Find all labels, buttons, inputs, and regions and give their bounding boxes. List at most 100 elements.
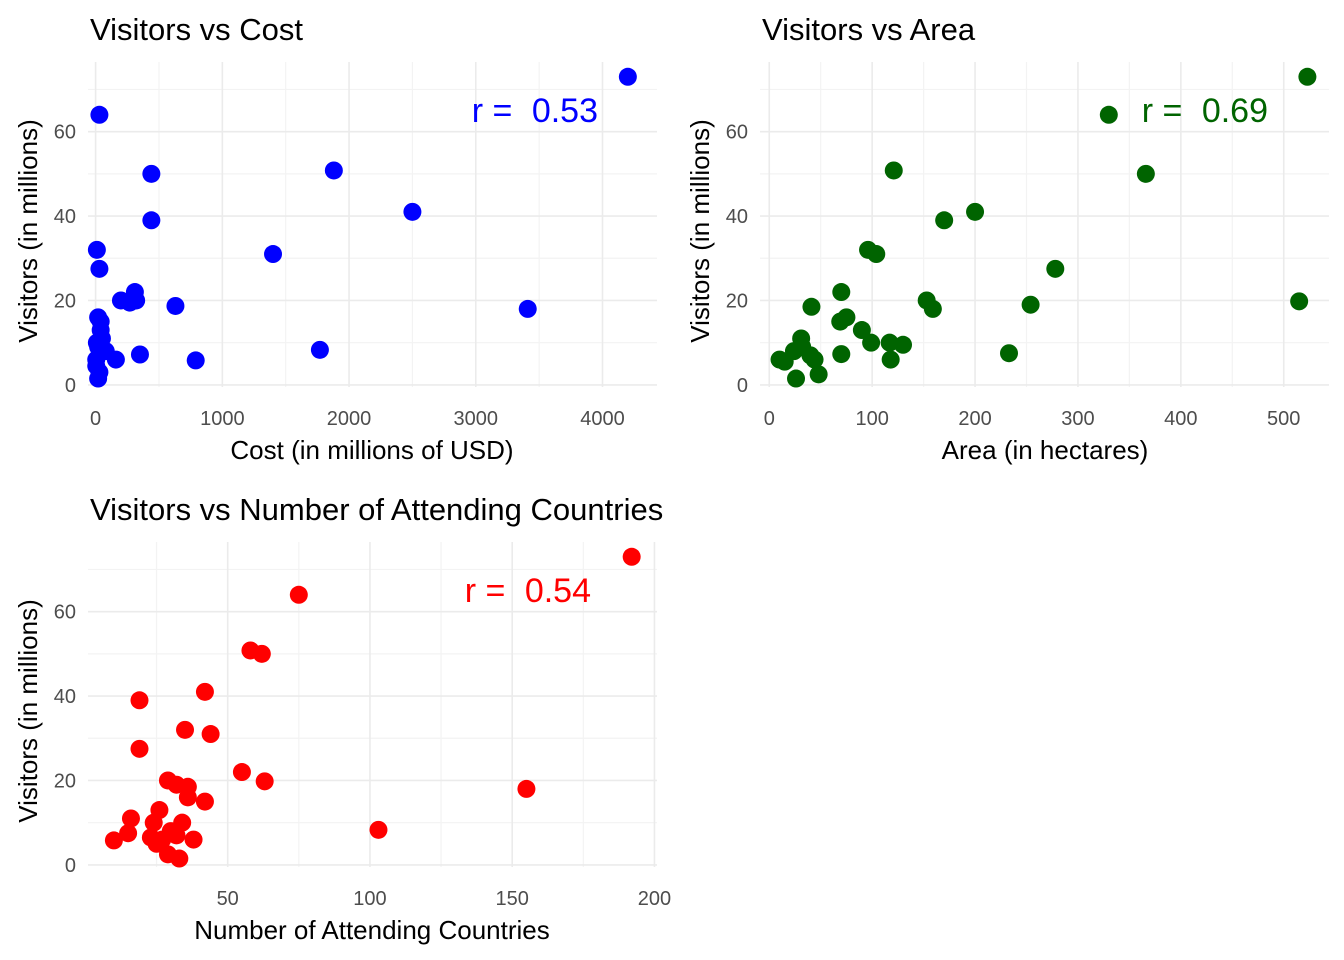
data-point <box>184 830 203 849</box>
x-tick-label: 200 <box>638 888 671 910</box>
data-point <box>517 779 536 798</box>
data-point <box>880 333 899 352</box>
y-tick-label: 20 <box>54 770 76 792</box>
data-points <box>87 67 637 388</box>
data-point <box>178 788 197 807</box>
data-point <box>894 335 913 354</box>
y-tick-label: 20 <box>54 290 76 312</box>
data-point <box>831 312 850 331</box>
correlation-prefix: r = <box>1142 92 1192 130</box>
correlation-label: r = 0.69 <box>1142 92 1268 130</box>
grid-lines <box>88 62 657 387</box>
data-point <box>518 299 537 318</box>
chart-panel-cost: Visitors vs Cost 0 1000 2000 3000 4000 0 20 40… <box>13 12 657 465</box>
data-point <box>142 164 161 183</box>
y-axis-title: Visitors (in millions) <box>13 119 43 342</box>
x-tick-label: 0 <box>764 408 775 430</box>
data-point <box>622 547 641 566</box>
x-tick-label: 100 <box>855 408 888 430</box>
chart-title: Visitors vs Number of Attending Countrie… <box>90 492 663 527</box>
x-axis-title: Cost (in millions of USD) <box>230 435 513 465</box>
chart-panel-countries: Visitors vs Number of Attending Countrie… <box>13 492 671 945</box>
data-point <box>201 725 220 744</box>
data-point <box>1099 105 1118 124</box>
data-point <box>618 67 637 86</box>
chart-title: Visitors vs Cost <box>90 12 303 47</box>
data-point <box>232 763 251 782</box>
y-tick-labels: 0 20 40 60 <box>726 122 748 397</box>
x-tick-label: 0 <box>90 408 101 430</box>
correlation-label: r = 0.54 <box>465 572 591 610</box>
x-tick-labels: 0 100 200 300 400 500 <box>764 408 1301 430</box>
x-tick-label: 4000 <box>580 408 625 430</box>
data-point <box>195 682 214 701</box>
data-point <box>1021 295 1040 314</box>
correlation-prefix: r = <box>465 572 515 610</box>
x-tick-label: 50 <box>217 888 239 910</box>
x-tick-label: 3000 <box>454 408 499 430</box>
data-point <box>119 824 138 843</box>
y-tick-label: 0 <box>737 375 748 397</box>
data-points <box>104 547 641 868</box>
grid-lines <box>760 62 1329 387</box>
data-point <box>832 345 851 364</box>
y-tick-label: 40 <box>54 206 76 228</box>
x-tick-labels: 0 1000 2000 3000 4000 <box>90 408 625 430</box>
data-point <box>121 809 140 828</box>
data-point <box>867 245 886 264</box>
data-point <box>1000 344 1019 363</box>
correlation-prefix: r = <box>472 92 522 130</box>
data-point <box>90 105 109 124</box>
data-points <box>770 67 1317 388</box>
x-axis-title: Area (in hectares) <box>942 435 1149 465</box>
y-tick-label: 60 <box>54 122 76 144</box>
y-tick-labels: 0 20 40 60 <box>54 602 76 877</box>
y-axis-title: Visitors (in millions) <box>685 119 715 342</box>
y-tick-label: 0 <box>65 375 76 397</box>
data-point <box>87 240 106 259</box>
data-point <box>166 296 185 315</box>
y-tick-label: 40 <box>726 206 748 228</box>
data-point <box>935 211 954 230</box>
data-point <box>1290 292 1309 311</box>
x-tick-label: 300 <box>1061 408 1094 430</box>
y-tick-labels: 0 20 40 60 <box>54 122 76 397</box>
x-tick-label: 400 <box>1164 408 1197 430</box>
data-point <box>1298 67 1317 86</box>
data-point <box>186 351 205 370</box>
data-point <box>142 211 161 230</box>
y-tick-label: 0 <box>65 855 76 877</box>
data-point <box>130 345 149 364</box>
data-point <box>862 333 881 352</box>
data-point <box>252 644 271 663</box>
x-tick-label: 1000 <box>200 408 245 430</box>
y-tick-label: 60 <box>726 122 748 144</box>
correlation-value: 0.69 <box>1202 92 1268 130</box>
data-point <box>852 321 871 340</box>
x-tick-labels: 50 100 150 200 <box>217 888 672 910</box>
data-point <box>144 813 163 832</box>
data-point <box>802 297 821 316</box>
data-point <box>369 820 388 839</box>
data-point <box>289 585 308 604</box>
data-point <box>106 350 125 369</box>
correlation-value: 0.53 <box>532 92 598 130</box>
data-point <box>1136 164 1155 183</box>
chart-panel-area: Visitors vs Area 0 100 200 300 400 500 0 20 40 6… <box>685 12 1329 465</box>
data-point <box>324 161 343 180</box>
data-point <box>170 849 189 868</box>
data-point <box>809 365 828 384</box>
data-point <box>147 834 166 853</box>
correlation-label: r = 0.53 <box>472 92 598 130</box>
data-point <box>167 826 186 845</box>
correlation-value: 0.54 <box>525 572 591 610</box>
data-point <box>966 202 985 221</box>
data-point <box>403 202 422 221</box>
data-point <box>832 283 851 302</box>
x-tick-label: 200 <box>958 408 991 430</box>
data-point <box>104 831 123 850</box>
data-point <box>130 739 149 758</box>
y-tick-label: 60 <box>54 602 76 624</box>
data-point <box>884 161 903 180</box>
data-point <box>255 772 274 791</box>
